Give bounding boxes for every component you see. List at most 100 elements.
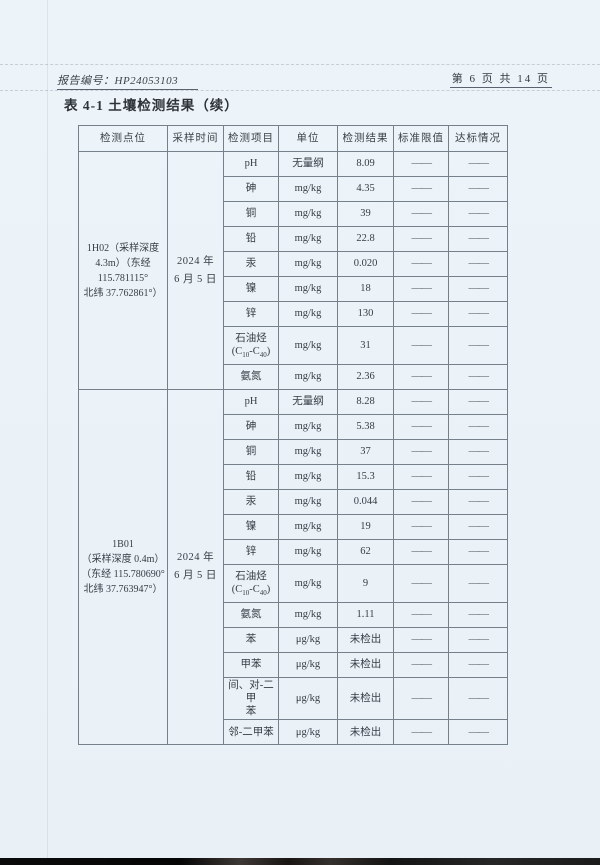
column-header: 检测项目 bbox=[223, 125, 279, 152]
scan-artifact-line bbox=[0, 90, 600, 91]
limit-cell: —— bbox=[393, 652, 449, 678]
result-cell: 31 bbox=[337, 326, 394, 365]
limit-cell: —— bbox=[393, 326, 449, 365]
status-cell: —— bbox=[448, 464, 508, 490]
status-cell: —— bbox=[448, 602, 508, 628]
status-cell: —— bbox=[448, 414, 508, 440]
soil-results-table: 检测点位 采样时间 检测项目 单位 检测结果 标准限值 达标情况 1H02（采样深度 4.3… bbox=[78, 125, 508, 746]
limit-cell: —— bbox=[393, 719, 449, 746]
page-number: 第 6 页 共 14 页 bbox=[449, 70, 552, 88]
table-row: 1H02（采样深度 4.3m）（东经 115.781115° 北纬 37.762… bbox=[78, 151, 508, 390]
result-cell: 0.044 bbox=[337, 489, 394, 515]
limit-cell: —— bbox=[393, 226, 449, 252]
limit-cell: —— bbox=[393, 389, 449, 415]
limit-cell: —— bbox=[393, 464, 449, 490]
unit-cell: mg/kg bbox=[278, 514, 338, 540]
result-cell: 未检出 bbox=[337, 627, 394, 653]
result-cell: 0.020 bbox=[337, 251, 394, 277]
item-cell: 铜 bbox=[223, 201, 279, 227]
table-row: 汞 mg/kg 0.044 —— —— bbox=[79, 489, 508, 515]
status-cell: —— bbox=[448, 201, 508, 227]
table-title: 表 4-1 土壤检测结果（续） bbox=[64, 98, 239, 113]
limit-cell: —— bbox=[393, 364, 449, 390]
table-row: 镍 mg/kg 19 —— —— bbox=[79, 514, 508, 540]
table-row: 1B01 （采样深度 0.4m） （东经 115.780690° 北纬 37.7… bbox=[78, 388, 508, 746]
item-cell: 邻-二甲苯 bbox=[223, 719, 279, 746]
result-cell: 未检出 bbox=[337, 652, 394, 678]
report-number: 报告编号：HP24053103 bbox=[57, 72, 199, 90]
unit-cell: mg/kg bbox=[278, 539, 338, 565]
unit-cell: μg/kg bbox=[278, 719, 338, 746]
unit-cell: mg/kg bbox=[278, 564, 338, 603]
sampling-time-cell: 2024 年 6 月 5 日 bbox=[167, 151, 224, 390]
item-cell: 石油烃 (C10-C40) bbox=[223, 564, 279, 603]
result-cell: 62 bbox=[337, 539, 394, 565]
unit-cell: μg/kg bbox=[278, 627, 338, 653]
item-cell: 铅 bbox=[223, 464, 279, 490]
item-cell: 汞 bbox=[223, 251, 279, 277]
table-row: 铅 mg/kg 22.8 —— —— bbox=[79, 226, 508, 252]
table-row: 邻-二甲苯 μg/kg 未检出 —— —— bbox=[79, 719, 508, 746]
result-cell: 39 bbox=[337, 201, 394, 227]
scan-artifact-line bbox=[0, 64, 600, 65]
result-cell: 4.35 bbox=[337, 176, 394, 202]
item-cell: 汞 bbox=[223, 489, 279, 515]
unit-cell: mg/kg bbox=[278, 489, 338, 515]
sample-point-cell: 1B01 （采样深度 0.4m） （东经 115.780690° 北纬 37.7… bbox=[78, 388, 168, 746]
status-cell: —— bbox=[448, 226, 508, 252]
limit-cell: —— bbox=[393, 514, 449, 540]
table-row: 砷 mg/kg 4.35 —— —— bbox=[79, 176, 508, 202]
item-cell: 甲苯 bbox=[223, 652, 279, 678]
column-header: 检测点位 bbox=[78, 125, 168, 152]
limit-cell: —— bbox=[393, 439, 449, 465]
table-row: 甲苯 μg/kg 未检出 —— —— bbox=[79, 652, 508, 678]
result-cell: 2.36 bbox=[337, 364, 394, 390]
limit-cell: —— bbox=[393, 301, 449, 327]
item-cell: 锌 bbox=[223, 301, 279, 327]
result-cell: 22.8 bbox=[337, 226, 394, 252]
item-cell: 铜 bbox=[223, 439, 279, 465]
result-cell: 18 bbox=[337, 276, 394, 302]
status-cell: —— bbox=[448, 389, 508, 415]
item-cell: pH bbox=[223, 389, 279, 415]
unit-cell: μg/kg bbox=[278, 652, 338, 678]
status-cell: —— bbox=[448, 652, 508, 678]
sampling-time-cell: 2024 年 6 月 5 日 bbox=[167, 388, 224, 746]
result-cell: 9 bbox=[337, 564, 394, 603]
table-header: 检测点位 采样时间 检测项目 单位 检测结果 标准限值 达标情况 bbox=[78, 125, 508, 152]
item-cell: 镍 bbox=[223, 276, 279, 302]
status-cell: —— bbox=[448, 719, 508, 746]
column-header: 单位 bbox=[278, 125, 338, 152]
item-cell: pH bbox=[223, 151, 279, 177]
limit-cell: —— bbox=[393, 176, 449, 202]
status-cell: —— bbox=[448, 489, 508, 515]
limit-cell: —— bbox=[393, 201, 449, 227]
table-row: 苯 μg/kg 未检出 —— —— bbox=[79, 627, 508, 653]
unit-cell: mg/kg bbox=[278, 326, 338, 365]
status-cell: —— bbox=[448, 439, 508, 465]
item-cell: 石油烃 (C10-C40) bbox=[223, 326, 279, 365]
column-header: 检测结果 bbox=[337, 125, 394, 152]
sample-point-cell: 1H02（采样深度 4.3m）（东经 115.781115° 北纬 37.762… bbox=[78, 151, 168, 390]
unit-cell: mg/kg bbox=[278, 364, 338, 390]
status-cell: —— bbox=[448, 539, 508, 565]
unit-cell: mg/kg bbox=[278, 464, 338, 490]
item-cell: 间、对-二甲 苯 bbox=[223, 676, 279, 721]
limit-cell: —— bbox=[393, 627, 449, 653]
status-cell: —— bbox=[448, 627, 508, 653]
table-header-row: 检测点位 采样时间 检测项目 单位 检测结果 标准限值 达标情况 bbox=[78, 125, 508, 152]
unit-cell: 无量纲 bbox=[278, 151, 338, 177]
table-row: 氨氮 mg/kg 2.36 —— —— bbox=[79, 364, 508, 390]
status-cell: —— bbox=[448, 326, 508, 365]
item-cell: 砷 bbox=[223, 414, 279, 440]
item-cell: 氨氮 bbox=[223, 602, 279, 628]
column-header: 达标情况 bbox=[448, 125, 508, 152]
limit-cell: —— bbox=[393, 564, 449, 603]
status-cell: —— bbox=[448, 151, 508, 177]
result-cell: 130 bbox=[337, 301, 394, 327]
unit-cell: mg/kg bbox=[278, 414, 338, 440]
unit-cell: mg/kg bbox=[278, 439, 338, 465]
status-cell: —— bbox=[448, 564, 508, 603]
scan-fold-line bbox=[47, 0, 48, 865]
